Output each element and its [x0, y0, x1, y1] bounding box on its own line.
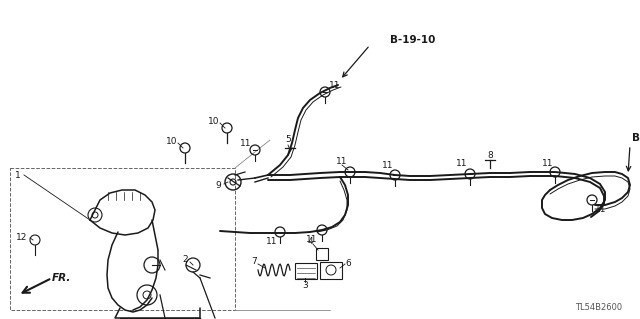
Text: 3: 3	[302, 280, 308, 290]
Text: B-19-10: B-19-10	[632, 133, 640, 143]
Text: 10: 10	[208, 117, 220, 127]
Text: 11: 11	[382, 160, 394, 169]
Text: B-19-10: B-19-10	[390, 35, 435, 45]
Text: 6: 6	[345, 258, 351, 268]
Text: 11: 11	[266, 238, 278, 247]
Text: 5: 5	[285, 136, 291, 145]
Text: 11: 11	[329, 80, 340, 90]
Text: 4: 4	[307, 238, 313, 247]
Text: 2: 2	[182, 256, 188, 264]
Text: 12: 12	[16, 234, 28, 242]
Text: TL54B2600: TL54B2600	[575, 303, 622, 313]
Text: 1: 1	[15, 170, 21, 180]
Text: 10: 10	[166, 137, 178, 146]
Text: 11: 11	[240, 138, 252, 147]
Text: 8: 8	[487, 151, 493, 160]
Text: 7: 7	[251, 257, 257, 266]
Text: 11: 11	[456, 160, 468, 168]
Text: FR.: FR.	[52, 273, 72, 283]
Text: 11: 11	[336, 158, 348, 167]
Text: 11: 11	[595, 205, 607, 214]
Text: 9: 9	[215, 181, 221, 189]
Text: 11: 11	[307, 235, 317, 244]
Text: 11: 11	[542, 159, 554, 167]
